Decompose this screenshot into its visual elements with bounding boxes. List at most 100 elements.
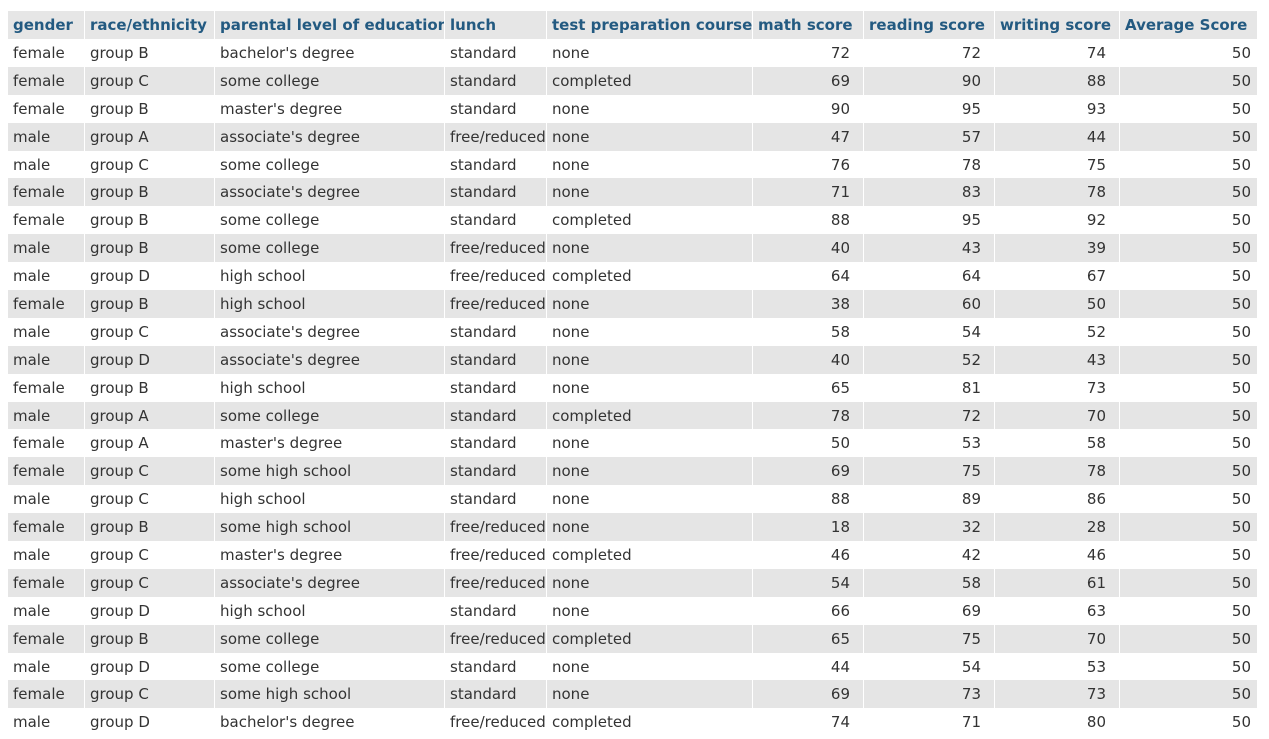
- cell-reading-score: 81: [864, 373, 995, 402]
- cell-race-ethnicity: group B: [85, 178, 215, 207]
- cell-parental-level-of-education: bachelor's degree: [215, 39, 445, 67]
- cell-race-ethnicity: group B: [85, 94, 215, 123]
- column-header-lunch[interactable]: lunch: [445, 11, 547, 39]
- cell-average-score: 50: [1120, 541, 1258, 569]
- cell-writing-score: 73: [995, 680, 1120, 709]
- cell-parental-level-of-education: master's degree: [215, 429, 445, 458]
- cell-lunch: standard: [445, 39, 547, 67]
- cell-writing-score: 50: [995, 290, 1120, 318]
- cell-gender: female: [8, 178, 85, 207]
- cell-race-ethnicity: group B: [85, 290, 215, 318]
- cell-lunch: free/reduced: [445, 568, 547, 597]
- cell-test-preparation-course: none: [547, 680, 753, 709]
- cell-reading-score: 32: [864, 513, 995, 542]
- cell-test-preparation-course: none: [547, 94, 753, 123]
- cell-writing-score: 58: [995, 429, 1120, 458]
- cell-reading-score: 60: [864, 290, 995, 318]
- cell-parental-level-of-education: some college: [215, 234, 445, 263]
- cell-average-score: 50: [1120, 457, 1258, 486]
- cell-reading-score: 64: [864, 262, 995, 291]
- column-header-race-ethnicity[interactable]: race/ethnicity: [85, 11, 215, 39]
- cell-lunch: free/reduced: [445, 541, 547, 569]
- column-header-test-preparation-course[interactable]: test preparation course: [547, 11, 753, 39]
- cell-parental-level-of-education: high school: [215, 373, 445, 402]
- cell-reading-score: 57: [864, 122, 995, 151]
- cell-average-score: 50: [1120, 568, 1258, 597]
- cell-parental-level-of-education: some college: [215, 66, 445, 95]
- cell-parental-level-of-education: high school: [215, 262, 445, 291]
- cell-math-score: 65: [753, 373, 864, 402]
- cell-reading-score: 73: [864, 680, 995, 709]
- cell-reading-score: 54: [864, 652, 995, 681]
- cell-test-preparation-course: none: [547, 290, 753, 318]
- cell-lunch: free/reduced: [445, 262, 547, 291]
- column-header-reading-score[interactable]: reading score: [864, 11, 995, 39]
- cell-gender: female: [8, 513, 85, 542]
- cell-test-preparation-course: none: [547, 317, 753, 346]
- column-header-math-score[interactable]: math score: [753, 11, 864, 39]
- cell-lunch: standard: [445, 150, 547, 179]
- cell-lunch: free/reduced: [445, 708, 547, 737]
- cell-lunch: free/reduced: [445, 122, 547, 151]
- cell-test-preparation-course: completed: [547, 401, 753, 430]
- cell-writing-score: 52: [995, 317, 1120, 346]
- cell-test-preparation-course: none: [547, 513, 753, 542]
- cell-test-preparation-course: none: [547, 39, 753, 67]
- cell-race-ethnicity: group D: [85, 345, 215, 374]
- cell-reading-score: 90: [864, 66, 995, 95]
- cell-gender: male: [8, 485, 85, 514]
- cell-reading-score: 78: [864, 150, 995, 179]
- column-header-writing-score[interactable]: writing score: [995, 11, 1120, 39]
- cell-gender: male: [8, 708, 85, 737]
- cell-reading-score: 43: [864, 234, 995, 263]
- cell-average-score: 50: [1120, 513, 1258, 542]
- cell-math-score: 71: [753, 178, 864, 207]
- cell-race-ethnicity: group C: [85, 457, 215, 486]
- cell-lunch: free/reduced: [445, 624, 547, 653]
- cell-gender: female: [8, 568, 85, 597]
- cell-writing-score: 88: [995, 66, 1120, 95]
- cell-math-score: 44: [753, 652, 864, 681]
- cell-math-score: 90: [753, 94, 864, 123]
- cell-average-score: 50: [1120, 290, 1258, 318]
- cell-average-score: 50: [1120, 178, 1258, 207]
- cell-gender: male: [8, 401, 85, 430]
- cell-reading-score: 72: [864, 401, 995, 430]
- column-header-average-score[interactable]: Average Score: [1120, 11, 1258, 39]
- cell-parental-level-of-education: some high school: [215, 457, 445, 486]
- cell-average-score: 50: [1120, 39, 1258, 67]
- cell-lunch: standard: [445, 596, 547, 625]
- header-row: gender race/ethnicity parental level of ed…: [8, 11, 1258, 39]
- cell-test-preparation-course: none: [547, 652, 753, 681]
- column-header-parental-level-of-education[interactable]: parental level of education: [215, 11, 445, 39]
- cell-writing-score: 53: [995, 652, 1120, 681]
- cell-gender: male: [8, 150, 85, 179]
- cell-lunch: standard: [445, 652, 547, 681]
- cell-writing-score: 70: [995, 401, 1120, 430]
- cell-math-score: 64: [753, 262, 864, 291]
- cell-math-score: 69: [753, 457, 864, 486]
- results-table-container: gender race/ethnicity parental level of ed…: [8, 11, 1258, 737]
- cell-math-score: 78: [753, 401, 864, 430]
- cell-reading-score: 52: [864, 345, 995, 374]
- column-header-gender[interactable]: gender: [8, 11, 85, 39]
- cell-lunch: standard: [445, 429, 547, 458]
- cell-test-preparation-course: completed: [547, 708, 753, 737]
- cell-average-score: 50: [1120, 429, 1258, 458]
- cell-test-preparation-course: none: [547, 568, 753, 597]
- cell-writing-score: 67: [995, 262, 1120, 291]
- cell-math-score: 88: [753, 206, 864, 235]
